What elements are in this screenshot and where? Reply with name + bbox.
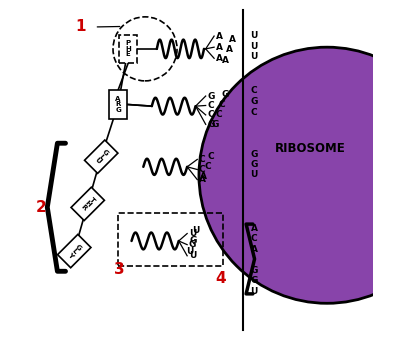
Text: G: G — [207, 120, 215, 129]
Text: G: G — [189, 237, 197, 245]
Text: G: G — [189, 240, 196, 249]
Text: U: U — [251, 42, 258, 51]
Text: C: C — [204, 162, 211, 171]
Text: G: G — [211, 120, 219, 129]
Text: G: G — [251, 160, 258, 168]
FancyBboxPatch shape — [109, 90, 127, 119]
Text: P
H
E: P H E — [125, 40, 131, 57]
Text: A: A — [216, 32, 223, 40]
Circle shape — [199, 47, 408, 303]
Text: C: C — [219, 100, 225, 109]
Text: A: A — [200, 172, 207, 181]
Text: C: C — [251, 235, 257, 243]
Text: C: C — [215, 110, 222, 119]
Text: C: C — [199, 155, 206, 164]
Text: A: A — [251, 245, 257, 254]
Text: A
R
G: A R G — [115, 96, 121, 113]
Text: G: G — [221, 90, 228, 99]
Text: A: A — [222, 56, 229, 65]
Text: U: U — [251, 31, 258, 40]
FancyBboxPatch shape — [58, 235, 91, 268]
Text: A: A — [229, 35, 236, 44]
Text: G: G — [207, 92, 215, 100]
Text: U: U — [251, 53, 258, 61]
FancyBboxPatch shape — [71, 187, 104, 220]
Text: G: G — [251, 276, 258, 285]
Text: U: U — [189, 229, 196, 238]
Text: A: A — [199, 175, 206, 184]
Text: U: U — [251, 170, 258, 179]
Text: G: G — [251, 266, 258, 275]
FancyBboxPatch shape — [84, 140, 118, 173]
Text: A: A — [216, 43, 223, 52]
Text: RIBOSOME: RIBOSOME — [275, 142, 346, 155]
Text: C: C — [199, 165, 206, 174]
Text: 3: 3 — [114, 262, 124, 277]
Text: 1: 1 — [76, 20, 86, 34]
Text: A: A — [251, 224, 257, 233]
Text: 2: 2 — [36, 200, 47, 215]
Text: 4: 4 — [215, 271, 226, 285]
Text: C: C — [207, 111, 214, 119]
Text: G
L
U: G L U — [93, 149, 109, 165]
Text: U: U — [186, 247, 193, 255]
Text: A: A — [226, 45, 233, 54]
Text: T
H
R: T H R — [80, 196, 96, 212]
Text: A: A — [216, 54, 223, 63]
Text: U: U — [193, 226, 200, 235]
Text: G
L
Y: G L Y — [66, 243, 82, 259]
Text: U: U — [189, 251, 196, 260]
Text: C: C — [251, 87, 257, 95]
Text: C: C — [207, 101, 214, 110]
Text: G: G — [251, 150, 258, 158]
Text: G: G — [251, 97, 258, 106]
FancyBboxPatch shape — [119, 35, 137, 63]
Text: U: U — [251, 287, 258, 296]
Text: C: C — [208, 152, 214, 161]
Text: C: C — [251, 108, 257, 117]
